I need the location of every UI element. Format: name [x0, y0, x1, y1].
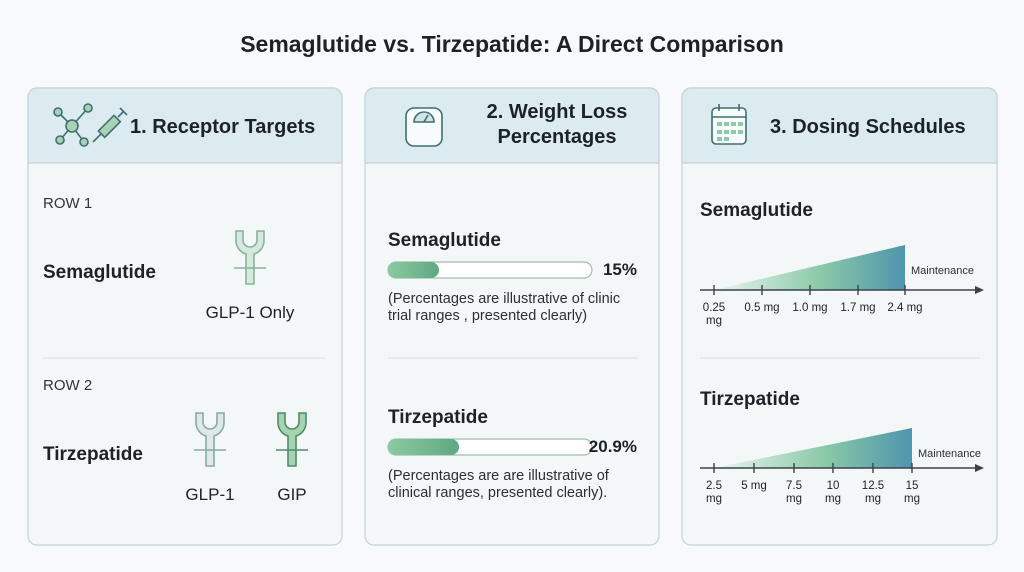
- receptor-arms: [235, 230, 265, 285]
- receptor-icon: [234, 230, 266, 285]
- row-label: ROW 2: [43, 377, 93, 394]
- timeline-arrow: [975, 286, 984, 294]
- drug-name: Tirzepatide: [388, 407, 488, 428]
- receptor-label: GLP-1: [185, 485, 235, 504]
- dose-label: 7.5 mg: [786, 480, 802, 505]
- dose-label: 15 mg: [904, 480, 920, 505]
- scale-icon: [405, 107, 443, 147]
- bar-fill: [388, 262, 439, 278]
- receptor-label: GLP-1 Only: [205, 303, 295, 322]
- receptor-label: GIP: [277, 485, 307, 504]
- drug-name: Tirzepatide: [43, 444, 143, 465]
- drug-name: Semaglutide: [43, 262, 156, 283]
- dose-label: 0.25 mg: [702, 302, 726, 327]
- panel-title: 3. Dosing Schedules: [770, 116, 966, 138]
- dose-label: 12.5 mg: [861, 480, 885, 505]
- note: (Percentages are illustrative of clinic …: [388, 291, 621, 325]
- drug-name: Tirzepatide: [700, 389, 800, 410]
- value-label: 20.9%: [588, 437, 637, 456]
- panel-title: 2. Weight Loss Percentages: [486, 101, 628, 148]
- dose-label: 2.5 mg: [706, 480, 722, 505]
- dose-label: 1.7 mg: [840, 302, 876, 314]
- dose-label: 0.5 mg: [744, 302, 780, 314]
- dose-label: 5 mg: [741, 480, 767, 492]
- drug-name: Semaglutide: [388, 230, 501, 251]
- row-label: ROW 1: [43, 195, 93, 212]
- maintenance-label: Maintenance: [918, 448, 981, 460]
- dose-ramp: [714, 428, 912, 468]
- value-label: 15%: [602, 260, 637, 279]
- receptor-icon: [276, 412, 308, 467]
- calendar-icon: [711, 104, 747, 145]
- receptor-arms: [195, 412, 225, 467]
- panel-frames: [27, 87, 998, 546]
- receptor-icon: [194, 412, 226, 467]
- dose-label: 2.4 mg: [887, 302, 923, 314]
- dose-label: 1.0 mg: [792, 302, 828, 314]
- receptor-arms: [277, 412, 307, 467]
- drug-name: Semaglutide: [700, 200, 813, 221]
- bar-fill: [388, 439, 460, 455]
- network-icon: [53, 103, 93, 147]
- main-title: Semaglutide vs. Tirzepatide: A Direct Co…: [240, 31, 784, 57]
- panel-title: 1. Receptor Targets: [130, 116, 316, 138]
- dose-ramp: [714, 245, 905, 290]
- maintenance-label: Maintenance: [911, 265, 974, 277]
- note: (Percentages are are illustrative of cli…: [388, 468, 609, 502]
- timeline-arrow: [975, 464, 984, 472]
- syringe-icon: [92, 107, 128, 143]
- dose-label: 10 mg: [825, 480, 841, 505]
